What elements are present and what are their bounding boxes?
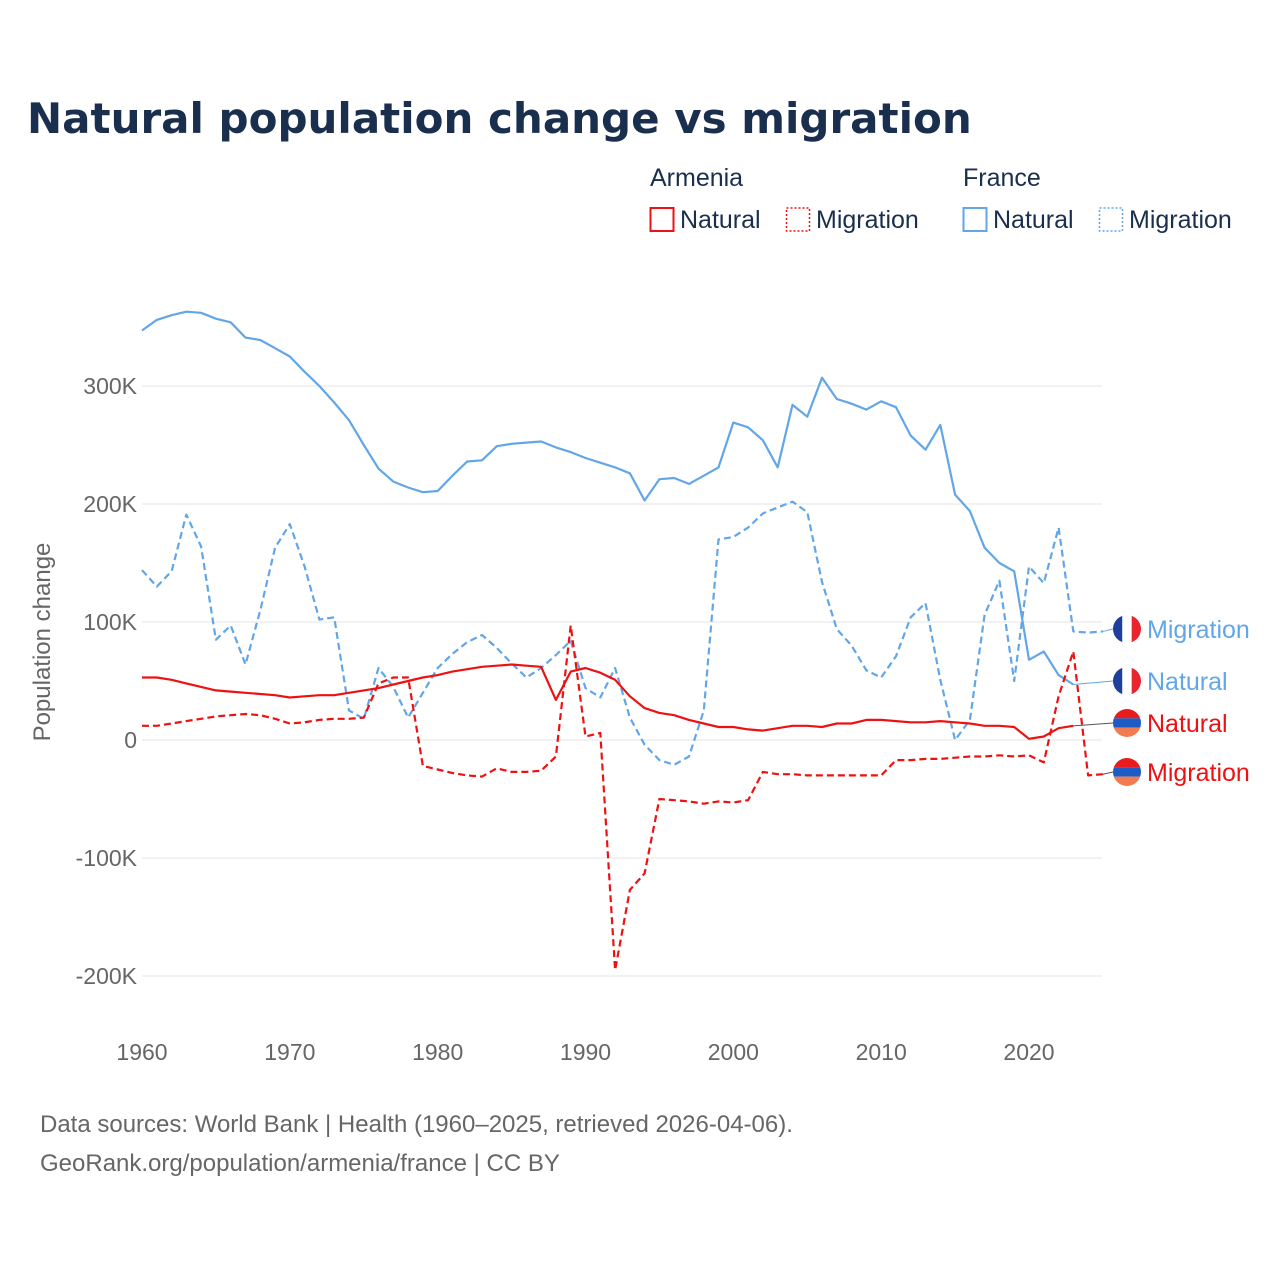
series-line-france-natural bbox=[141, 310, 1074, 686]
label-leader bbox=[1102, 771, 1114, 775]
grid bbox=[142, 385, 1102, 977]
x-tick-label: 1970 bbox=[264, 1039, 315, 1065]
legend-swatch-natural[interactable] bbox=[649, 207, 675, 232]
y-tick-label: 100K bbox=[83, 609, 137, 635]
end-labels: Migration Natural Natural Migration bbox=[1073, 615, 1250, 787]
y-tick-label: 0 bbox=[124, 727, 137, 753]
source-line-2[interactable]: GeoRank.org/population/armenia/france | … bbox=[40, 1150, 560, 1177]
y-tick-label: 200K bbox=[83, 491, 137, 517]
end-label: Migration bbox=[1147, 759, 1250, 787]
chart-title: Natural population change vs migration bbox=[27, 94, 972, 143]
y-tick-label: 300K bbox=[83, 373, 137, 399]
legend-swatch-migration[interactable] bbox=[785, 207, 811, 232]
x-tick-label: 2000 bbox=[708, 1039, 759, 1065]
france-flag-icon bbox=[1113, 667, 1141, 695]
x-tick-label: 2020 bbox=[1003, 1039, 1054, 1065]
series-line-france-migration bbox=[141, 500, 1103, 766]
x-tick-label: 1990 bbox=[560, 1039, 611, 1065]
armenia-flag-icon bbox=[1113, 709, 1141, 737]
armenia-flag-icon bbox=[1113, 758, 1141, 786]
series-lines bbox=[141, 310, 1103, 972]
legend: Armenia Natural Migration France Natural Migr… bbox=[649, 164, 1232, 234]
legend-item-natural[interactable]: Natural bbox=[993, 206, 1074, 234]
legend-group-title: France bbox=[963, 164, 1041, 192]
x-tick-label: 2010 bbox=[856, 1039, 907, 1065]
end-label: Migration bbox=[1147, 616, 1250, 644]
label-leader bbox=[1073, 722, 1114, 727]
legend-item-natural[interactable]: Natural bbox=[680, 206, 761, 234]
label-leader bbox=[1073, 680, 1114, 686]
x-tick-label: 1980 bbox=[412, 1039, 463, 1065]
source-line-1: Data sources: World Bank | Health (1960–… bbox=[40, 1111, 793, 1138]
end-label: Natural bbox=[1147, 710, 1228, 738]
y-axis: -200K -100K 0 100K 200K 300K bbox=[76, 373, 138, 989]
x-axis: 1960 1970 1980 1990 2000 2010 2020 bbox=[116, 1039, 1054, 1065]
legend-item-migration[interactable]: Migration bbox=[1129, 206, 1232, 234]
legend-swatch-natural[interactable] bbox=[962, 207, 988, 232]
series-line-armenia-natural bbox=[142, 663, 1074, 740]
y-axis-label: Population change bbox=[29, 543, 56, 742]
label-leader bbox=[1102, 628, 1114, 632]
france-flag-icon bbox=[1113, 615, 1141, 643]
x-tick-label: 1960 bbox=[116, 1039, 167, 1065]
legend-item-migration[interactable]: Migration bbox=[816, 206, 919, 234]
y-tick-label: -200K bbox=[76, 963, 138, 989]
end-label: Natural bbox=[1147, 668, 1228, 696]
legend-group-title: Armenia bbox=[650, 164, 743, 192]
series-line-armenia-migration bbox=[142, 624, 1103, 972]
legend-swatch-migration[interactable] bbox=[1098, 207, 1124, 232]
y-tick-label: -100K bbox=[76, 845, 138, 871]
